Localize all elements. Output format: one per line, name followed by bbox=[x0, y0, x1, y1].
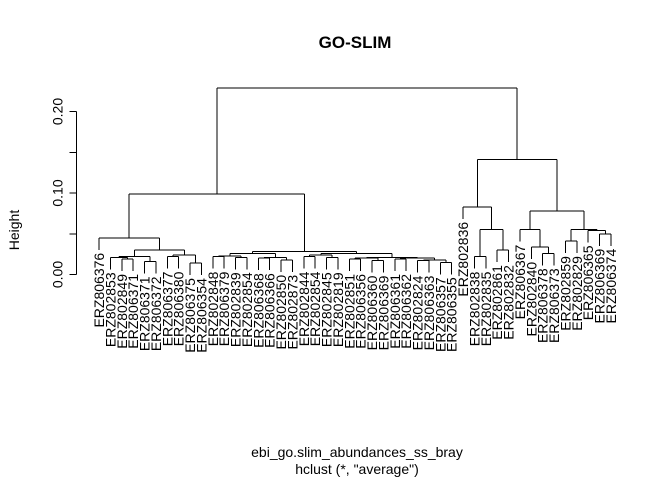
y-tick-label: 0.10 bbox=[50, 179, 66, 206]
leaf-label: ERZ806356 bbox=[353, 274, 369, 349]
leaf-label: ERZ806366 bbox=[262, 273, 278, 348]
y-axis-label: Height bbox=[6, 210, 22, 251]
leaf-label: ERZ806355 bbox=[444, 277, 460, 352]
leaf-label: ERZ806361 bbox=[387, 274, 403, 349]
leaf-label: ERZ802861 bbox=[489, 265, 505, 340]
y-tick-label: 0.20 bbox=[50, 98, 66, 125]
leaf-label: ERZ806369 bbox=[592, 249, 608, 324]
leaf-label: ERZ806354 bbox=[193, 278, 209, 353]
dendrogram-tree bbox=[98, 87, 612, 276]
leaf-label: ERZ802850 bbox=[273, 275, 289, 350]
leaf-label: ERZ802835 bbox=[478, 271, 494, 346]
leaf-label: ERZ802849 bbox=[114, 274, 130, 349]
leaf-label: ERZ806375 bbox=[182, 278, 198, 353]
leaf-label: ERZ802832 bbox=[501, 265, 517, 340]
leaf-label: ERZ806362 bbox=[398, 274, 414, 349]
leaf-label: ERZ802851 bbox=[341, 274, 357, 349]
leaf-label: ERZ806380 bbox=[171, 271, 187, 346]
leaf-label: ERZ802845 bbox=[319, 272, 335, 347]
leaf-label: ERZ806363 bbox=[421, 275, 437, 350]
leaf-label: ERZ802829 bbox=[569, 256, 585, 331]
leaf-label: ERZ802873 bbox=[284, 275, 300, 350]
leaf-label: ERZ802844 bbox=[296, 271, 312, 346]
leaf-label: ERZ802840 bbox=[523, 262, 539, 337]
leaf-label: ERZ806379 bbox=[216, 271, 232, 346]
y-axis: 0.00 0.10 0.20 bbox=[50, 98, 77, 288]
leaf-label: ERZ802859 bbox=[557, 256, 573, 331]
leaf-label: ERZ802853 bbox=[102, 272, 118, 347]
leaf-label: ERZ806376 bbox=[91, 253, 107, 328]
leaf-label: ERZ802819 bbox=[330, 272, 346, 347]
leaf-label: ERZ806372 bbox=[148, 276, 164, 351]
leaf-label: ERZ802838 bbox=[466, 271, 482, 346]
chart-title: GO-SLIM bbox=[319, 33, 392, 52]
y-tick-label: 0.00 bbox=[50, 261, 66, 288]
leaf-label: ERZ806357 bbox=[432, 277, 448, 352]
leaf-label: ERZ802854 bbox=[239, 272, 255, 347]
leaf-label: ERZ806365 bbox=[580, 245, 596, 320]
leaf-label: ERZ806360 bbox=[364, 275, 380, 350]
leaf-label: ERZ802839 bbox=[228, 272, 244, 347]
leaf-label: ERZ806378 bbox=[535, 268, 551, 343]
leaf-label: ERZ806369 bbox=[375, 275, 391, 350]
leaf-label: ERZ806374 bbox=[603, 249, 619, 324]
leaf-label: ERZ802836 bbox=[455, 222, 471, 297]
x-axis-label: ebi_go.slim_abundances_ss_bray bbox=[251, 444, 463, 460]
leaf-label: ERZ806368 bbox=[250, 273, 266, 348]
leaf-label: ERZ802848 bbox=[205, 271, 221, 346]
method-subtitle: hclust (*, "average") bbox=[295, 461, 419, 477]
leaf-label: ERZ806371 bbox=[137, 276, 153, 351]
leaf-label: ERZ802824 bbox=[410, 275, 426, 350]
leaf-label: ERZ806373 bbox=[546, 268, 562, 343]
leaf-label: ERZ806371 bbox=[125, 274, 141, 349]
leaf-label: ERZ806377 bbox=[159, 271, 175, 346]
leaf-label: ERZ802854 bbox=[307, 271, 323, 346]
leaf-label: ERZ806367 bbox=[512, 244, 528, 319]
